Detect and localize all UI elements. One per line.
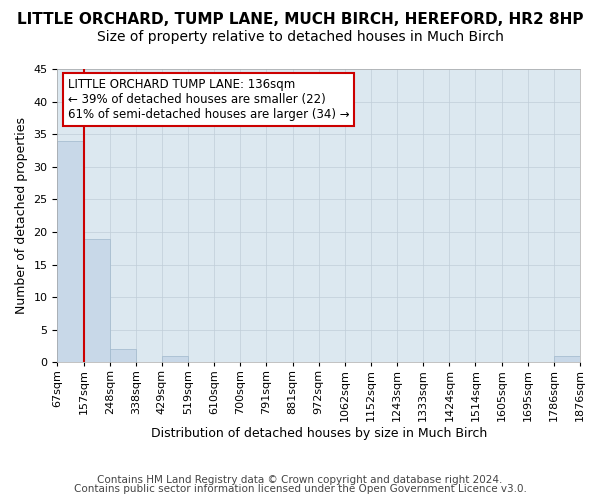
Text: Contains public sector information licensed under the Open Government Licence v3: Contains public sector information licen…: [74, 484, 526, 494]
Text: Size of property relative to detached houses in Much Birch: Size of property relative to detached ho…: [97, 30, 503, 44]
X-axis label: Distribution of detached houses by size in Much Birch: Distribution of detached houses by size …: [151, 427, 487, 440]
Bar: [83, 238, 110, 362]
Bar: [554, 356, 580, 362]
Y-axis label: Number of detached properties: Number of detached properties: [15, 117, 28, 314]
Bar: [110, 350, 136, 362]
Text: Contains HM Land Registry data © Crown copyright and database right 2024.: Contains HM Land Registry data © Crown c…: [97, 475, 503, 485]
Text: LITTLE ORCHARD TUMP LANE: 136sqm
← 39% of detached houses are smaller (22)
61% o: LITTLE ORCHARD TUMP LANE: 136sqm ← 39% o…: [68, 78, 349, 121]
Text: LITTLE ORCHARD, TUMP LANE, MUCH BIRCH, HEREFORD, HR2 8HP: LITTLE ORCHARD, TUMP LANE, MUCH BIRCH, H…: [17, 12, 583, 28]
Bar: [58, 140, 83, 362]
Bar: [162, 356, 188, 362]
